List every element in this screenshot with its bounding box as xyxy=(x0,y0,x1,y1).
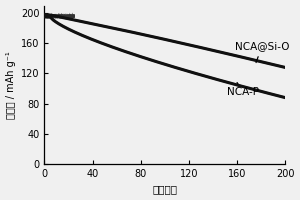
Y-axis label: 比容量 / mAh g⁻¹: 比容量 / mAh g⁻¹ xyxy=(6,51,16,119)
Text: NCA-P: NCA-P xyxy=(227,83,260,97)
X-axis label: 循环次数: 循环次数 xyxy=(152,184,177,194)
Text: NCA@Si-O: NCA@Si-O xyxy=(235,41,289,63)
